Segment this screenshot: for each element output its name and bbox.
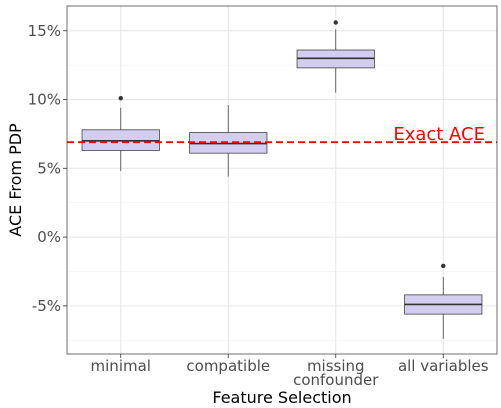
y-axis-title: ACE From PDP [6,123,25,237]
x-tick-label-line: minimal [91,357,151,375]
boxes [81,20,483,339]
x-axis-ticks: minimal compatible missing confounder all va… [91,354,489,389]
x-tick-label: missing confounder [293,357,379,389]
y-axis-ticks: 15% 10% 5% 0% -5% [28,22,67,315]
outlier-point [333,20,338,25]
outlier-point [118,95,123,101]
x-tick-label: compatible [186,357,270,375]
reference-line-label: Exact ACE [393,124,485,145]
panel-border [66,5,498,355]
x-tick-label-line: compatible [186,357,270,375]
y-tick-label: 15% [28,22,61,40]
x-tick-label: minimal [91,357,151,375]
x-tick-label-line: all variables [398,357,489,375]
x-tick-label-line: confounder [293,371,379,389]
box-plot-2 [189,105,268,177]
y-tick-label: 5% [37,159,61,177]
box-plot-4 [404,263,483,339]
x-axis-title: Feature Selection [212,388,351,407]
x-tick-label-line: missing [307,357,365,375]
y-tick-label: 10% [28,91,61,109]
reference-line-group: Exact ACE [67,124,497,145]
box-plot-3 [296,20,375,93]
box-plot-1 [81,95,160,172]
outlier-point [441,263,446,269]
y-tick-label: -5% [32,297,61,315]
y-tick-label: 0% [37,228,61,246]
x-tick-label: all variables [398,357,489,375]
